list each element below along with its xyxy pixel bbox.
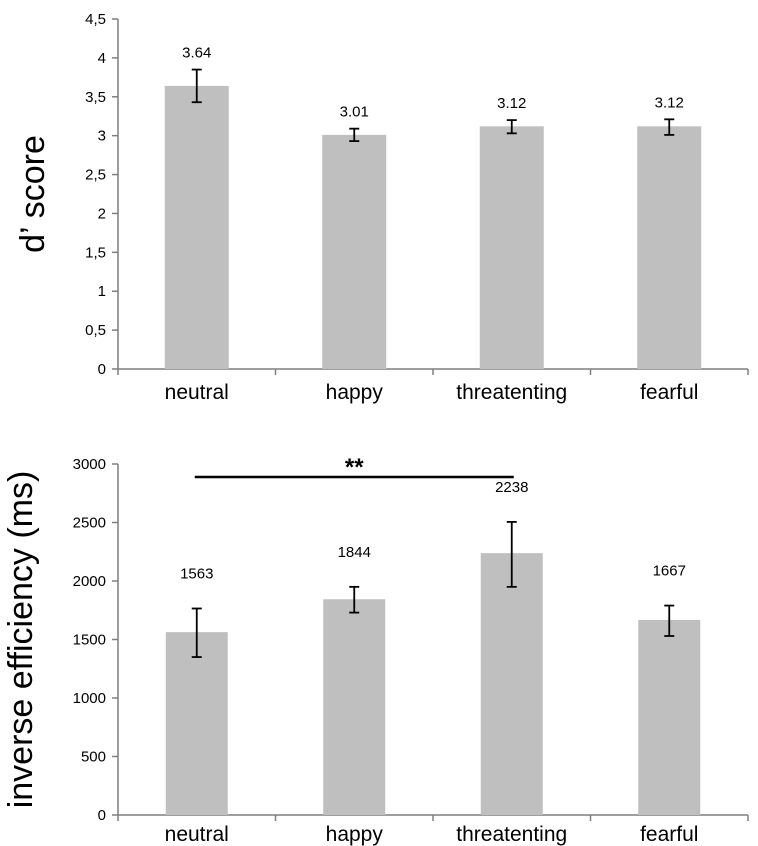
bar-fearful [638, 619, 701, 815]
bar-threatenting [479, 126, 544, 369]
y-tick-label: 4,5 [85, 11, 106, 28]
y-tick-label: 1 [98, 283, 106, 300]
category-label-neutral: neutral [165, 823, 229, 846]
category-label-fearful: fearful [640, 823, 698, 846]
y-tick-label: 3 [98, 128, 106, 145]
y-tick-label: 1000 [73, 690, 106, 707]
y-axis-title: inverse efficiency (ms) [2, 471, 40, 809]
y-tick-label: 4 [98, 50, 106, 67]
category-label-neutral: neutral [165, 381, 229, 404]
value-label-fearful: 1667 [653, 563, 686, 580]
y-tick-label: 1500 [73, 632, 106, 649]
y-tick-label: 0,5 [85, 322, 106, 339]
category-label-happy: happy [326, 823, 384, 846]
y-tick-label: 2 [98, 205, 106, 222]
bar-neutral [165, 632, 228, 815]
value-label-neutral: 1563 [180, 565, 213, 582]
y-tick-label: 0 [98, 361, 106, 378]
y-tick-label: 2,5 [85, 167, 106, 184]
value-label-neutral: 3.64 [182, 45, 211, 62]
y-tick-label: 2500 [73, 515, 106, 532]
value-label-happy: 3.01 [340, 104, 369, 121]
chart-panel-2: 0 500 1000 1500 2000 2500 3000 1563 neutral 1844 h… [2, 454, 749, 846]
category-label-happy: happy [326, 381, 384, 404]
chart-panel-1: 0 0,5 1 1,5 2 2,5 3 3,5 4 4,5 3.64 neutral 3.01 happy… [14, 11, 749, 404]
value-label-happy: 1844 [338, 544, 371, 561]
y-tick-label: 0 [98, 807, 106, 824]
category-label-threatenting: threatenting [456, 381, 567, 404]
category-label-threatenting: threatenting [456, 823, 567, 846]
value-label-threatenting: 2238 [495, 479, 528, 496]
bar-threatenting [480, 553, 543, 815]
value-label-fearful: 3.12 [655, 94, 684, 111]
y-axis-title: d’ score [14, 135, 52, 253]
bar-happy [322, 134, 387, 369]
bar-neutral [164, 85, 229, 369]
category-label-fearful: fearful [640, 381, 698, 404]
value-label-threatenting: 3.12 [497, 95, 526, 112]
y-tick-label: 500 [81, 749, 106, 766]
y-tick-label: 3000 [73, 456, 106, 473]
y-tick-label: 3,5 [85, 89, 106, 106]
y-tick-label: 1,5 [85, 244, 106, 261]
bar-fearful [637, 126, 702, 369]
significance-label: ** [345, 454, 364, 481]
y-tick-label: 2000 [73, 573, 106, 590]
bar-happy [323, 599, 386, 815]
